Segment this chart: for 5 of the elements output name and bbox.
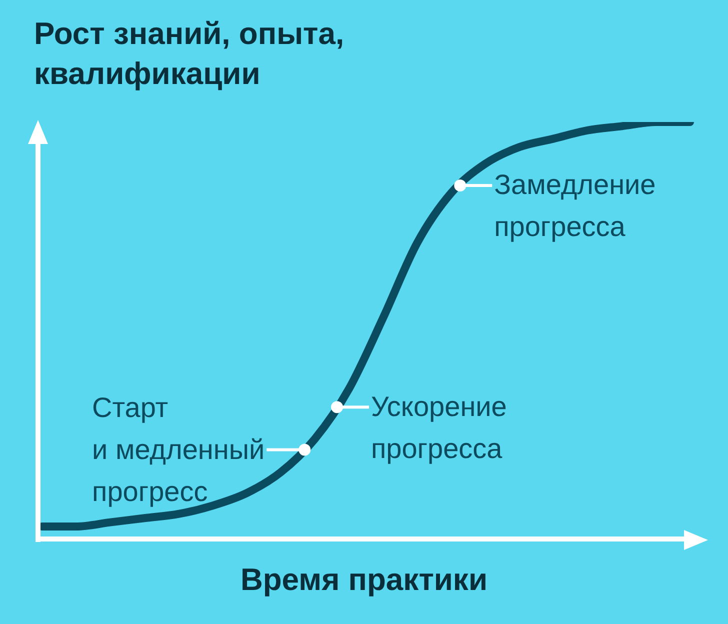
annotation: Старт и медленный прогресс bbox=[92, 390, 265, 509]
chart-title: Рост знаний, опыта, квалификации bbox=[34, 15, 346, 93]
x-axis-title: Время практики bbox=[239, 562, 489, 598]
annotation: Замедление прогресса bbox=[494, 168, 656, 244]
annotation: Ускорение прогресса bbox=[371, 390, 507, 466]
